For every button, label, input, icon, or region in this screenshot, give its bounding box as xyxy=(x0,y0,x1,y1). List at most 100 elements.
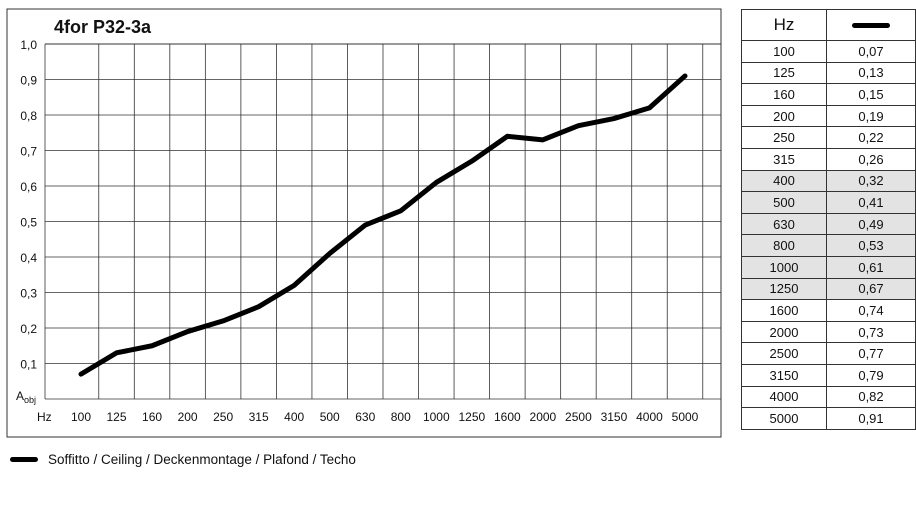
table-cell-hz: 5000 xyxy=(741,407,827,430)
y-tick-label: 0,1 xyxy=(20,358,37,372)
table-header-series xyxy=(826,9,916,41)
y-tick-label: 0,4 xyxy=(20,251,37,265)
table-row: 2500 0,77 xyxy=(741,342,916,365)
series-line xyxy=(78,73,688,377)
table-row: 800 0,53 xyxy=(741,234,916,257)
x-tick-label: 200 xyxy=(178,410,198,424)
data-point xyxy=(328,251,332,255)
table-cell-hz: 250 xyxy=(741,126,827,149)
y-tick-label: 0,8 xyxy=(20,109,37,123)
table-cell-value: 0,15 xyxy=(826,83,916,106)
x-tick-label: 4000 xyxy=(636,410,663,424)
x-tick-label: 500 xyxy=(320,410,340,424)
table-row: 630 0,49 xyxy=(741,212,916,236)
data-point xyxy=(505,134,509,138)
chart-title: 4for P32-3a xyxy=(54,17,152,37)
x-tick-label: 100 xyxy=(71,410,91,424)
data-points xyxy=(79,74,687,376)
table-cell-hz: 125 xyxy=(741,61,827,85)
table-cell-hz: 800 xyxy=(741,234,827,257)
data-point xyxy=(470,159,474,163)
table-cell-hz: 1600 xyxy=(741,299,827,322)
x-tick-label: 800 xyxy=(391,410,411,424)
table-cell-value: 0,41 xyxy=(826,191,916,214)
y-tick-label: 0,7 xyxy=(20,145,37,159)
table-header-hz: Hz xyxy=(741,9,827,41)
x-tick-label: 1250 xyxy=(458,410,485,424)
x-tick-label: 2000 xyxy=(530,410,557,424)
table-cell-hz: 500 xyxy=(741,191,827,214)
x-axis-label: Hz xyxy=(37,410,52,424)
table-row: 200 0,19 xyxy=(741,104,916,128)
x-tick-label: 3150 xyxy=(601,410,628,424)
data-point xyxy=(399,209,403,213)
table-cell-value: 0,32 xyxy=(826,169,916,193)
x-tick-label: 250 xyxy=(213,410,233,424)
table-cell-value: 0,13 xyxy=(826,61,916,85)
data-point xyxy=(79,372,83,376)
table-cell-hz: 315 xyxy=(741,147,827,171)
table-row: 400 0,32 xyxy=(741,169,916,193)
data-point xyxy=(363,223,367,227)
y-tick-label: 0,9 xyxy=(20,74,37,88)
table-row: 160 0,15 xyxy=(741,83,916,106)
table-row: 250 0,22 xyxy=(741,126,916,149)
legend-label: Soffitto / Ceiling / Deckenmontage / Pla… xyxy=(48,452,356,467)
x-tick-labels: 100 125 160 200 250 315 400 500 630 800 1000 1250 16… xyxy=(71,410,699,424)
y-tick-label: 0,5 xyxy=(20,216,37,230)
y-axis-label-main: A xyxy=(16,389,24,403)
data-point xyxy=(221,319,225,323)
table-cell-hz: 2000 xyxy=(741,320,827,344)
x-tick-label: 2500 xyxy=(565,410,592,424)
x-tick-label: 1600 xyxy=(494,410,521,424)
chart-frame xyxy=(6,8,722,438)
data-point xyxy=(647,106,651,110)
y-tick-label: 1,0 xyxy=(20,38,37,52)
table-cell-hz: 1250 xyxy=(741,277,827,301)
table-row: 2000 0,73 xyxy=(741,320,916,344)
x-tick-label: 315 xyxy=(249,410,269,424)
data-point xyxy=(115,351,119,355)
data-table: Hz 100 0,07 125 0,13 160 0,15 200 0,19 250 0,22 31… xyxy=(741,9,916,430)
table-row: 125 0,13 xyxy=(741,61,916,85)
y-tick-label: 0,6 xyxy=(20,180,37,194)
y-axis-label-sub: obj xyxy=(24,395,36,405)
table-row: 5000 0,91 xyxy=(741,407,916,430)
x-tick-label: 400 xyxy=(284,410,304,424)
table-cell-hz: 1000 xyxy=(741,255,827,279)
table-cell-value: 0,53 xyxy=(826,234,916,257)
x-tick-label: 160 xyxy=(142,410,162,424)
table-cell-value: 0,07 xyxy=(826,40,916,63)
table-cell-value: 0,82 xyxy=(826,385,916,409)
data-point xyxy=(292,283,296,287)
table-cell-hz: 100 xyxy=(741,40,827,63)
table-row: 500 0,41 xyxy=(741,191,916,214)
table-body: 100 0,07 125 0,13 160 0,15 200 0,19 250 0,22 315 0,… xyxy=(741,40,916,430)
table-row: 3150 0,79 xyxy=(741,363,916,387)
data-point xyxy=(150,344,154,348)
x-tick-label: 125 xyxy=(107,410,127,424)
table-row: 315 0,26 xyxy=(741,147,916,171)
data-point xyxy=(612,117,616,121)
table-cell-value: 0,79 xyxy=(826,363,916,387)
table-cell-hz: 160 xyxy=(741,83,827,106)
legend-swatch-icon xyxy=(10,457,38,462)
grid xyxy=(44,44,721,400)
data-point xyxy=(576,124,580,128)
table-cell-hz: 3150 xyxy=(741,363,827,387)
x-tick-label: 5000 xyxy=(672,410,699,424)
series-swatch-icon xyxy=(852,23,890,29)
table-cell-value: 0,67 xyxy=(826,277,916,301)
table-row: 100 0,07 xyxy=(741,40,916,63)
table-header-row: Hz xyxy=(741,9,916,41)
table-cell-hz: 630 xyxy=(741,212,827,236)
table-row: 4000 0,82 xyxy=(741,385,916,409)
data-point xyxy=(541,138,545,142)
table-cell-value: 0,74 xyxy=(826,299,916,322)
table-cell-value: 0,49 xyxy=(826,212,916,236)
y-tick-labels: 1,0 0,9 0,8 0,7 0,6 0,5 0,4 0,3 0,2 0,1 xyxy=(20,38,37,372)
data-point xyxy=(257,305,261,309)
table-cell-hz: 4000 xyxy=(741,385,827,409)
table-cell-value: 0,26 xyxy=(826,147,916,171)
